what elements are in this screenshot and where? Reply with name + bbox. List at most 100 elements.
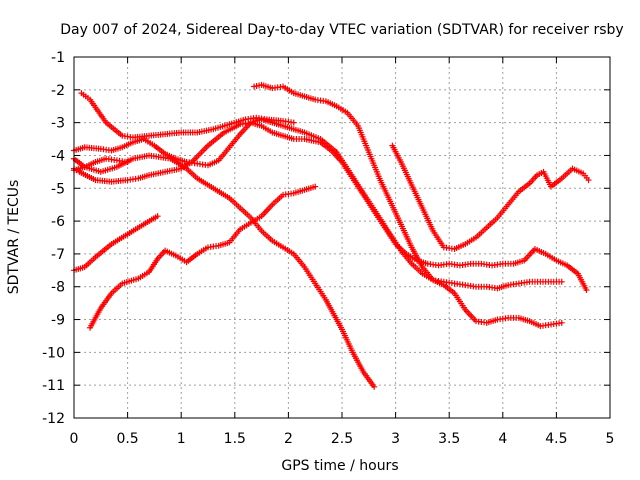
data-point [523, 259, 526, 262]
data-point [239, 123, 242, 126]
data-point [142, 138, 145, 140]
data-point [303, 138, 306, 140]
data-point [453, 292, 456, 295]
data-point [517, 317, 520, 319]
data-point [550, 280, 552, 283]
data-point [576, 272, 579, 275]
data-point [341, 328, 343, 331]
data-point [517, 282, 520, 285]
data-point [212, 128, 215, 131]
series-8 [251, 81, 565, 330]
data-point [239, 228, 242, 231]
data-point [560, 280, 563, 283]
data-point [110, 149, 113, 152]
data-point [260, 125, 263, 127]
data-point [560, 321, 563, 324]
data-point [542, 170, 545, 173]
data-point [400, 161, 402, 163]
data-point [378, 177, 381, 180]
data-point [196, 131, 199, 134]
data-point [485, 226, 488, 229]
data-point [180, 131, 183, 134]
data-point [528, 182, 531, 185]
data-point [239, 207, 242, 209]
data-point [105, 121, 108, 124]
data-point [271, 203, 274, 206]
data-point [260, 230, 263, 232]
data-point [560, 177, 563, 180]
y-tick-label: -4 [51, 148, 65, 164]
data-point [164, 133, 167, 136]
data-point [410, 262, 413, 265]
x-tick-label: 4.5 [545, 431, 567, 447]
data-point [148, 174, 150, 177]
data-point [249, 216, 252, 219]
data-point [292, 192, 295, 195]
data-point [132, 141, 134, 144]
data-point [555, 259, 558, 262]
series-5 [71, 155, 131, 174]
x-tick-label: 2.5 [331, 431, 353, 447]
data-point [292, 92, 295, 94]
x-tick-label: 1.5 [224, 431, 246, 447]
data-point [421, 272, 424, 275]
data-point [367, 200, 370, 203]
data-point [475, 236, 477, 239]
data-point [271, 87, 274, 90]
data-point [142, 223, 145, 226]
data-point [367, 151, 370, 154]
chart-title: Day 007 of 2024, Sidereal Day-to-day VTE… [60, 22, 623, 38]
data-point [496, 318, 499, 321]
data-point [421, 207, 424, 209]
data-point [110, 243, 113, 245]
data-point [303, 266, 306, 268]
y-tick-label: -1 [51, 50, 65, 66]
data-point [319, 138, 322, 140]
data-point [180, 167, 183, 170]
data-point [410, 184, 413, 186]
y-axis-label: SDTVAR / TECUs [6, 180, 22, 295]
data-point [485, 321, 488, 324]
y-tick-label: -2 [51, 83, 65, 99]
data-point [156, 215, 159, 218]
data-point [196, 177, 199, 180]
data-point [426, 262, 429, 265]
data-point [207, 144, 209, 147]
data-point [271, 121, 274, 124]
data-point [99, 307, 102, 309]
data-point [94, 161, 97, 163]
data-point [282, 125, 284, 127]
data-point [432, 230, 435, 232]
data-point [223, 131, 225, 134]
x-axis-label: GPS time / hours [281, 458, 398, 474]
data-point [346, 111, 349, 114]
data-point [282, 193, 284, 196]
y-tick-label: -10 [42, 345, 65, 361]
data-point [83, 146, 86, 149]
data-point [475, 320, 477, 323]
data-point [137, 177, 140, 180]
series-9 [389, 142, 592, 252]
data-point [110, 292, 113, 295]
data-point [442, 246, 445, 249]
data-point [185, 261, 188, 264]
data-point [132, 157, 134, 160]
data-point [585, 289, 588, 291]
data-point [249, 121, 252, 124]
data-point [292, 253, 295, 255]
y-tick-label: -3 [51, 116, 65, 132]
data-point [94, 256, 97, 259]
data-point [512, 262, 515, 265]
data-point [314, 98, 317, 101]
data-point [357, 184, 359, 186]
data-point [185, 161, 188, 163]
data-point [196, 162, 199, 165]
data-point [496, 216, 499, 219]
y-tick-label: -7 [51, 247, 65, 263]
data-point [228, 197, 231, 200]
y-tick-label: -8 [51, 280, 65, 296]
data-point [99, 147, 102, 150]
data-point [432, 279, 435, 282]
data-point [148, 271, 150, 273]
data-point [550, 323, 552, 326]
